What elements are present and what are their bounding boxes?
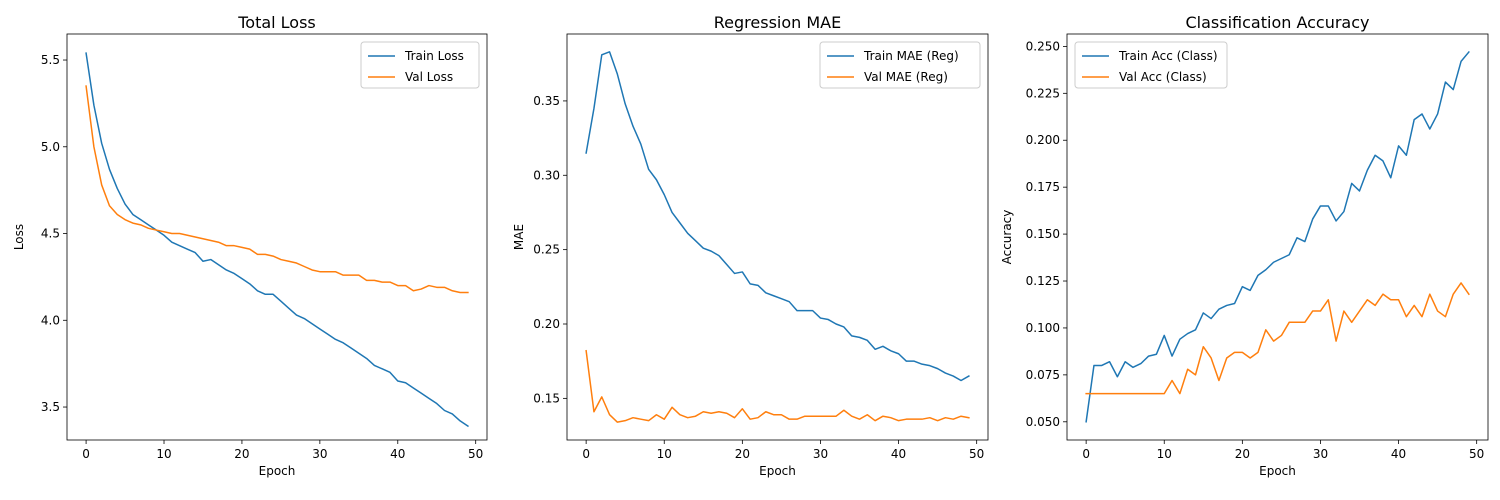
y-tick-label: 0.050 [1026, 415, 1060, 429]
y-tick-label: 0.15 [533, 391, 560, 405]
x-tick-label: 20 [1235, 447, 1250, 461]
x-tick-label: 20 [735, 447, 750, 461]
chart-panel-2: Regression MAE 0 10 20 30 40 50 0.15 0.20 0.25 0.3… [512, 13, 989, 478]
y-tick-label: 0.150 [1026, 227, 1060, 241]
y-tick-label: 0.30 [533, 168, 560, 182]
x-tick-label: 40 [891, 447, 906, 461]
series-line-2 [1085, 282, 1470, 395]
y-tick-label: 0.25 [533, 243, 560, 257]
x-tick-label: 0 [82, 447, 90, 461]
y-tick-label: 0.35 [533, 94, 560, 108]
y-tick-label: 5.5 [41, 53, 60, 67]
series-line-2 [85, 85, 469, 294]
y-tick-label: 0.125 [1026, 274, 1060, 288]
x-tick-label: 10 [1157, 447, 1172, 461]
legend-entry: Train MAE (Reg) [863, 49, 959, 63]
y-tick-label: 4.0 [41, 313, 60, 327]
series-line-1 [1085, 50, 1470, 423]
y-tick-label: 0.225 [1026, 86, 1060, 100]
axes-frame [1066, 33, 1489, 441]
x-tick-label: 50 [969, 447, 984, 461]
series-line-2 [585, 349, 970, 423]
legend-entry: Train Acc (Class) [1118, 49, 1218, 63]
series-line-1 [585, 51, 970, 382]
x-tick-label: 30 [1313, 447, 1328, 461]
chart-panel-1: Total Loss 0 10 20 30 40 50 3.5 4.0 4.5 5.0 5.5 Epoc… [12, 13, 488, 478]
chart-title: Regression MAE [714, 13, 841, 32]
chart-title: Total Loss [237, 13, 316, 32]
legend-entry: Train Loss [404, 49, 464, 63]
y-tick-label: 4.5 [41, 227, 60, 241]
legend-entry: Val Loss [405, 70, 453, 84]
legend-box [1074, 41, 1228, 89]
x-axis-label: Epoch [759, 464, 796, 478]
y-tick-label: 0.200 [1026, 133, 1060, 147]
y-tick-label: 0.20 [533, 317, 560, 331]
series-line-1 [85, 52, 469, 428]
legend: Train Acc (Class) Val Acc (Class) [1074, 41, 1228, 89]
x-tick-label: 0 [1082, 447, 1090, 461]
y-tick-label: 3.5 [41, 400, 60, 414]
x-axis-label: Epoch [1259, 464, 1296, 478]
x-tick-label: 10 [156, 447, 171, 461]
y-axis-label: Accuracy [1000, 210, 1014, 265]
y-tick-label: 0.250 [1026, 39, 1060, 53]
x-tick-label: 30 [813, 447, 828, 461]
y-tick-label: 0.100 [1026, 321, 1060, 335]
x-tick-label: 30 [312, 447, 327, 461]
y-axis-label: MAE [512, 224, 526, 250]
x-tick-label: 20 [234, 447, 249, 461]
y-tick-label: 0.075 [1026, 368, 1060, 382]
axes-frame [66, 33, 488, 441]
legend: Train MAE (Reg) Val MAE (Reg) [819, 41, 981, 89]
x-tick-label: 40 [390, 447, 405, 461]
x-tick-label: 50 [468, 447, 483, 461]
legend-entry: Val Acc (Class) [1119, 70, 1207, 84]
x-tick-label: 10 [657, 447, 672, 461]
chart-panel-3: Classification Accuracy 0 10 20 30 40 50 0.050 0… [1000, 13, 1489, 478]
legend-box [819, 41, 981, 89]
legend: Train Loss Val Loss [360, 41, 480, 89]
y-axis-label: Loss [12, 224, 26, 250]
x-axis-label: Epoch [259, 464, 296, 478]
x-tick-label: 50 [1469, 447, 1484, 461]
x-tick-label: 0 [582, 447, 590, 461]
legend-entry: Val MAE (Reg) [864, 70, 948, 84]
x-tick-label: 40 [1391, 447, 1406, 461]
chart-title: Classification Accuracy [1186, 13, 1370, 32]
y-tick-label: 0.175 [1026, 180, 1060, 194]
axes-frame [566, 33, 989, 441]
y-tick-label: 5.0 [41, 140, 60, 154]
